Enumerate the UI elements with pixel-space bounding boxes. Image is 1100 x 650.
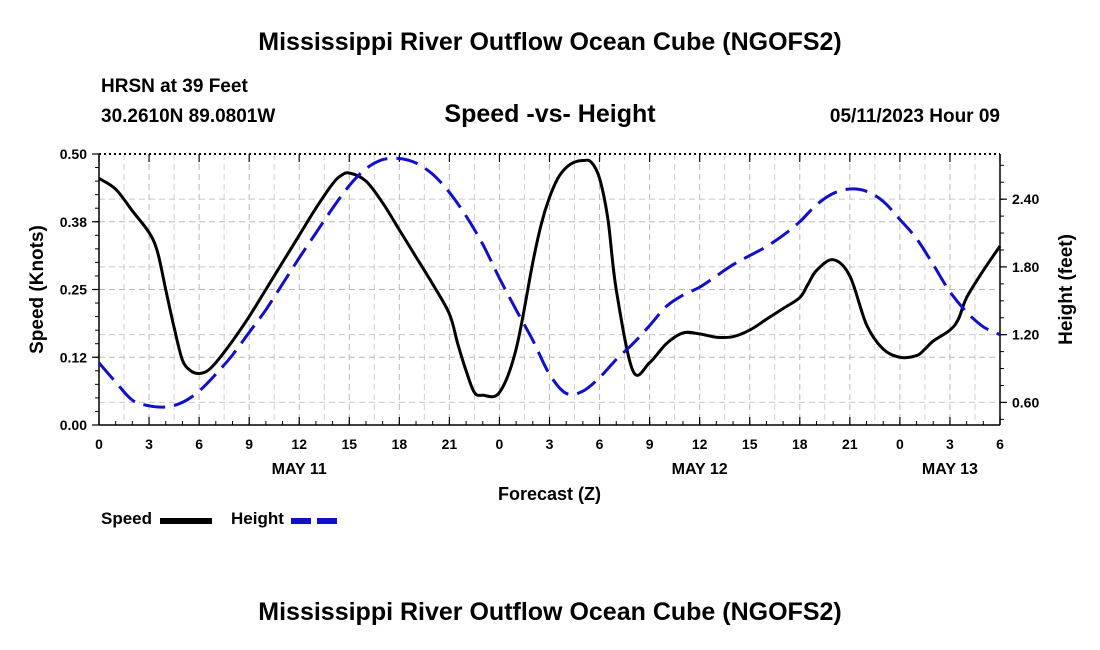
- legend-speed-swatch: [160, 518, 212, 524]
- y2-tick-label: 1.20: [1012, 327, 1039, 343]
- legend-speed-label: Speed: [101, 509, 153, 528]
- y2-tick-label: 2.40: [1012, 191, 1039, 207]
- legend-height-label: Height: [231, 509, 284, 528]
- station-coordinates: 30.2610N 89.0801W: [101, 106, 276, 127]
- y2-axis-title: Height (feet): [1056, 234, 1077, 345]
- footer-title: Mississippi River Outflow Ocean Cube (NG…: [258, 598, 842, 626]
- series-line-height: [97, 156, 1001, 409]
- chart-subtitle: Speed -vs- Height: [444, 100, 656, 128]
- x-tick-label: 12: [291, 436, 307, 452]
- x-tick-label: 3: [546, 436, 554, 452]
- x-tick-label: 9: [245, 436, 253, 452]
- y-tick-label: 0.25: [60, 282, 87, 298]
- x-tick-label: 21: [842, 436, 858, 452]
- x-tick-label: 0: [496, 436, 504, 452]
- x-tick-label: 6: [596, 436, 604, 452]
- x-tick-label: 6: [195, 436, 203, 452]
- y-tick-label: 0.00: [60, 417, 87, 433]
- y2-tick-label: 1.80: [1012, 259, 1039, 275]
- y-axis-title: Speed (Knots): [27, 225, 48, 354]
- x-date-label: MAY 11: [272, 461, 327, 478]
- x-tick-label: 0: [896, 436, 904, 452]
- x-tick-label: 3: [145, 436, 153, 452]
- series-line-speed: [98, 158, 1002, 399]
- x-tick-label: 12: [692, 436, 708, 452]
- x-tick-label: 15: [742, 436, 758, 452]
- x-date-label: MAY 13: [922, 461, 978, 478]
- station-name: HRSN at 39 Feet: [101, 76, 248, 97]
- x-axis-title: Forecast (Z): [498, 484, 601, 504]
- x-tick-label: 0: [95, 436, 103, 452]
- x-tick-label: 21: [442, 436, 458, 452]
- y2-tick-label: 0.60: [1012, 394, 1039, 410]
- x-tick-label: 9: [646, 436, 654, 452]
- y-tick-label: 0.50: [60, 146, 87, 162]
- forecast-datetime: 05/11/2023 Hour 09: [829, 106, 1000, 127]
- x-tick-label: 6: [996, 436, 1004, 452]
- y-tick-label: 0.12: [60, 349, 87, 365]
- x-date-label: MAY 12: [672, 461, 728, 478]
- x-tick-label: 18: [392, 436, 408, 452]
- main-title: Mississippi River Outflow Ocean Cube (NG…: [258, 28, 842, 56]
- y-tick-label: 0.38: [60, 214, 87, 230]
- x-tick-label: 15: [341, 436, 357, 452]
- legend-height-swatch: [291, 518, 343, 524]
- x-tick-label: 3: [946, 436, 954, 452]
- x-tick-label: 18: [792, 436, 808, 452]
